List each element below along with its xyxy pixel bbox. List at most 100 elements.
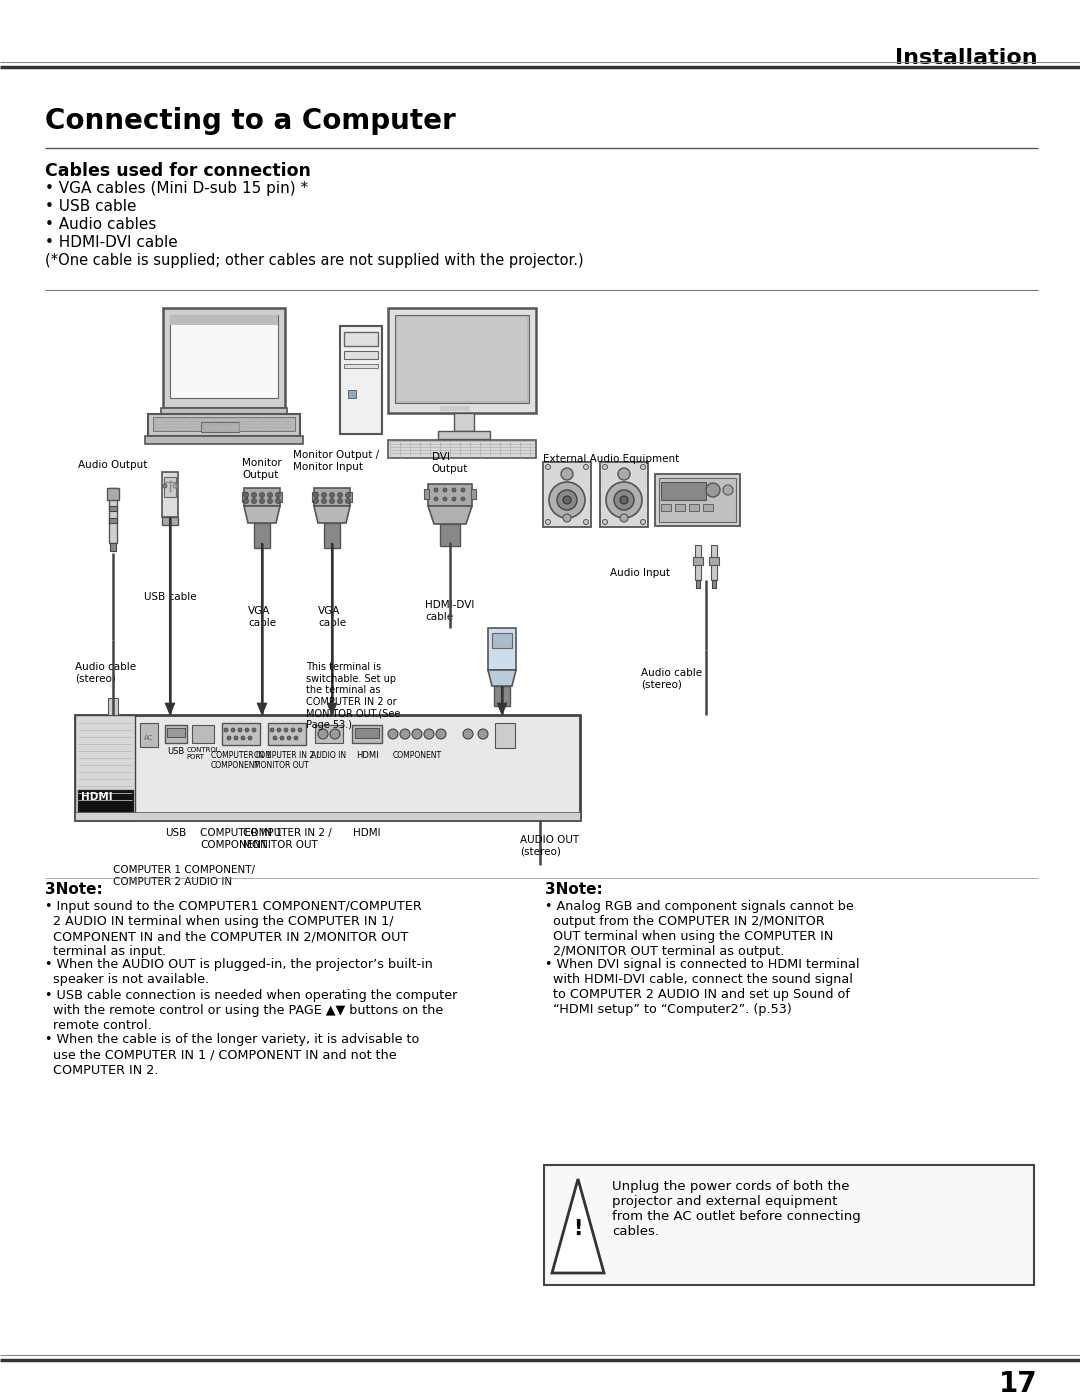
Bar — [201, 422, 239, 432]
Text: Audio Input: Audio Input — [610, 569, 670, 578]
Bar — [544, 1165, 1034, 1285]
Circle shape — [252, 728, 256, 732]
Polygon shape — [488, 671, 516, 686]
Bar — [712, 580, 716, 588]
Bar — [109, 506, 117, 511]
Circle shape — [434, 488, 438, 492]
Bar — [388, 307, 536, 414]
Circle shape — [436, 729, 446, 739]
Circle shape — [388, 729, 399, 739]
Text: Connecting to a Computer: Connecting to a Computer — [45, 108, 456, 136]
Circle shape — [329, 499, 335, 503]
Circle shape — [545, 464, 551, 469]
Bar — [345, 351, 378, 359]
Bar — [654, 474, 740, 527]
Circle shape — [243, 499, 248, 503]
Bar — [340, 326, 382, 434]
Bar — [348, 390, 356, 398]
Bar — [162, 517, 178, 525]
Circle shape — [313, 499, 319, 503]
Bar — [438, 432, 490, 439]
Circle shape — [276, 728, 281, 732]
Bar — [314, 488, 350, 506]
Text: External Audio Equipment: External Audio Equipment — [543, 454, 679, 464]
Circle shape — [561, 468, 573, 481]
Polygon shape — [327, 703, 337, 715]
Bar — [312, 492, 318, 502]
Text: This terminal is
switchable. Set up
the terminal as
COMPUTER IN 2 or
MONITOR OUT: This terminal is switchable. Set up the … — [306, 662, 401, 731]
Bar — [488, 629, 516, 671]
Text: • When the cable is of the longer variety, it is advisable to
  use the COMPUTER: • When the cable is of the longer variet… — [45, 1034, 419, 1077]
Circle shape — [259, 499, 265, 503]
Circle shape — [443, 488, 447, 492]
Text: Installation: Installation — [895, 47, 1038, 68]
Text: AC: AC — [145, 735, 153, 740]
Circle shape — [231, 728, 235, 732]
Circle shape — [298, 728, 302, 732]
Text: COMPUTER 1 COMPONENT/
COMPUTER 2 AUDIO IN: COMPUTER 1 COMPONENT/ COMPUTER 2 AUDIO I… — [113, 865, 255, 887]
Bar — [355, 728, 379, 738]
Bar — [170, 314, 278, 398]
Text: Audio Output: Audio Output — [79, 460, 148, 469]
Circle shape — [723, 485, 733, 495]
Bar — [696, 580, 700, 588]
Bar — [107, 488, 119, 500]
Text: HDMI: HDMI — [355, 752, 378, 760]
Circle shape — [443, 497, 447, 502]
Text: HDMI-DVI
cable: HDMI-DVI cable — [426, 599, 475, 622]
Bar — [140, 724, 158, 747]
Circle shape — [224, 728, 228, 732]
Bar — [167, 728, 185, 738]
Text: COMPONENT: COMPONENT — [392, 752, 442, 760]
Bar — [222, 724, 260, 745]
Circle shape — [603, 464, 607, 469]
Bar — [703, 504, 713, 511]
Circle shape — [322, 499, 326, 503]
Circle shape — [280, 736, 284, 740]
Text: HDMI: HDMI — [81, 792, 112, 802]
Bar — [254, 522, 270, 548]
Bar — [324, 522, 340, 548]
Text: AUDIO IN: AUDIO IN — [311, 752, 347, 760]
Bar — [242, 492, 247, 502]
Circle shape — [322, 493, 326, 497]
Circle shape — [461, 488, 465, 492]
Circle shape — [453, 497, 456, 502]
Text: CONTROL
PORT: CONTROL PORT — [186, 747, 220, 760]
Circle shape — [270, 728, 274, 732]
Bar — [661, 482, 706, 500]
Polygon shape — [244, 506, 280, 522]
Text: COMPUTER IN 2 /
MONITOR OUT: COMPUTER IN 2 / MONITOR OUT — [243, 828, 332, 849]
Circle shape — [706, 483, 720, 497]
Circle shape — [640, 520, 646, 524]
Bar — [345, 332, 378, 346]
Circle shape — [268, 493, 272, 497]
Text: • HDMI-DVI cable: • HDMI-DVI cable — [45, 235, 178, 250]
Text: Monitor
Output: Monitor Output — [242, 458, 282, 479]
Bar — [192, 725, 214, 743]
Text: • Analog RGB and component signals cannot be
  output from the COMPUTER IN 2/MON: • Analog RGB and component signals canno… — [545, 900, 854, 958]
Bar — [145, 436, 303, 444]
Bar — [162, 472, 178, 517]
Bar — [693, 557, 703, 564]
Text: Unplug the power cords of both the
projector and external equipment
from the AC : Unplug the power cords of both the proje… — [612, 1180, 861, 1238]
Circle shape — [273, 736, 276, 740]
Text: USB: USB — [165, 828, 187, 838]
Bar — [276, 492, 282, 502]
Text: VGA
cable: VGA cable — [318, 606, 346, 627]
Circle shape — [606, 482, 642, 518]
Circle shape — [275, 499, 281, 503]
Text: 3Note:: 3Note: — [545, 882, 603, 897]
Bar — [397, 317, 527, 401]
Circle shape — [640, 464, 646, 469]
Circle shape — [275, 493, 281, 497]
Circle shape — [243, 493, 248, 497]
Polygon shape — [257, 703, 267, 715]
Circle shape — [268, 499, 272, 503]
Text: • USB cable connection is needed when operating the computer
  with the remote c: • USB cable connection is needed when op… — [45, 989, 457, 1032]
Bar — [165, 725, 187, 743]
Polygon shape — [497, 703, 507, 715]
Bar — [153, 416, 295, 432]
Bar — [440, 524, 460, 546]
Text: COMPUTER IN 2 /
MONITOR OUT: COMPUTER IN 2 / MONITOR OUT — [255, 752, 320, 770]
